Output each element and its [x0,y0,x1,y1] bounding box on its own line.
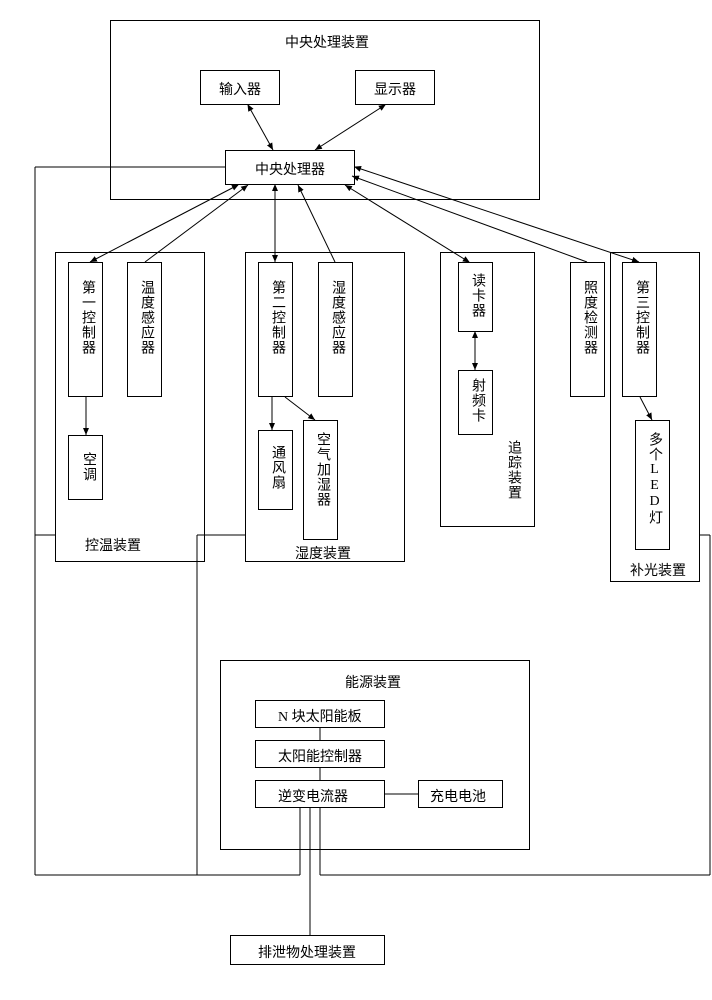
tracking-unit-label: 追踪装置 [503,440,523,500]
rf-card-label: 射频卡 [467,378,487,423]
third-controller-label: 第三控制器 [631,280,651,355]
cpu-label: 中央处理器 [255,159,325,179]
diagram-canvas: 中央处理装置 输入器 显示器 中央处理器 第一控制器 温度感应器 空调 控温装置… [0,0,712,1000]
solar-panels-label: N 块太阳能板 [278,706,362,726]
fan-label: 通风扇 [267,445,287,490]
humidifier-label: 空气加湿器 [312,432,332,507]
humidity-unit-label: 湿度装置 [295,543,351,563]
waste-unit-label: 排泄物处理装置 [258,942,356,962]
temp-sensor-label: 温度感应器 [136,280,156,355]
energy-unit-label: 能源装置 [345,672,401,692]
temp-unit-label: 控温装置 [85,535,141,555]
humidity-sensor-label: 湿度感应器 [327,280,347,355]
central-unit-title: 中央处理装置 [285,32,369,52]
first-controller-label: 第一控制器 [77,280,97,355]
card-reader-label: 读卡器 [467,273,487,318]
lighting-unit-label: 补光装置 [630,560,686,580]
inverter-label: 逆变电流器 [278,786,348,806]
illum-detector-label: 照度检测器 [579,280,599,355]
second-controller-label: 第二控制器 [267,280,287,355]
solar-controller-label: 太阳能控制器 [278,746,362,766]
aircon-label: 空调 [78,452,98,482]
led-label: 多个LED灯 [644,432,664,525]
display-device-label: 显示器 [374,79,416,99]
battery-label: 充电电池 [430,786,486,806]
input-device-label: 输入器 [219,79,261,99]
